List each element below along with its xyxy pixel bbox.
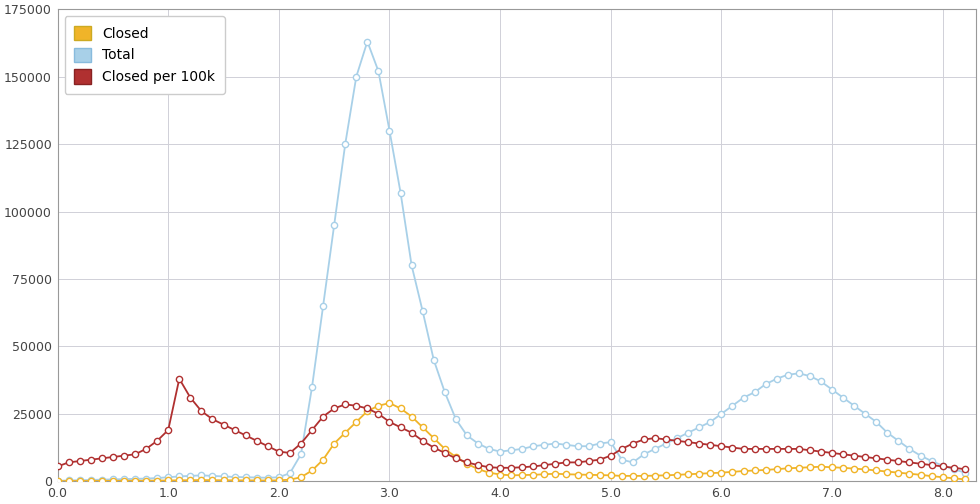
Total — [362, 38, 373, 44]
Closed per 100k — [107, 454, 119, 460]
Closed — [184, 477, 196, 483]
Legend: Closed, Total, Closed per 100k: Closed, Total, Closed per 100k — [65, 16, 224, 94]
Total — [240, 474, 252, 480]
Line: Closed per 100k: Closed per 100k — [55, 375, 968, 472]
Total — [605, 439, 616, 445]
Closed — [383, 400, 395, 406]
Closed — [605, 472, 616, 478]
Closed — [958, 476, 970, 482]
Line: Closed: Closed — [55, 400, 968, 484]
Closed per 100k — [715, 443, 727, 449]
Closed — [52, 478, 64, 484]
Total — [771, 376, 783, 382]
Total — [958, 470, 970, 476]
Closed per 100k — [173, 376, 185, 382]
Line: Total: Total — [55, 38, 968, 484]
Closed per 100k — [771, 446, 783, 452]
Total — [52, 478, 64, 484]
Total — [184, 473, 196, 479]
Closed per 100k — [605, 453, 616, 459]
Closed per 100k — [251, 438, 263, 444]
Closed per 100k — [958, 466, 970, 472]
Closed — [715, 470, 727, 476]
Total — [715, 411, 727, 417]
Closed per 100k — [52, 463, 64, 469]
Closed — [240, 477, 252, 483]
Total — [107, 476, 119, 482]
Closed per 100k — [196, 408, 208, 414]
Closed — [107, 478, 119, 484]
Closed — [771, 466, 783, 472]
